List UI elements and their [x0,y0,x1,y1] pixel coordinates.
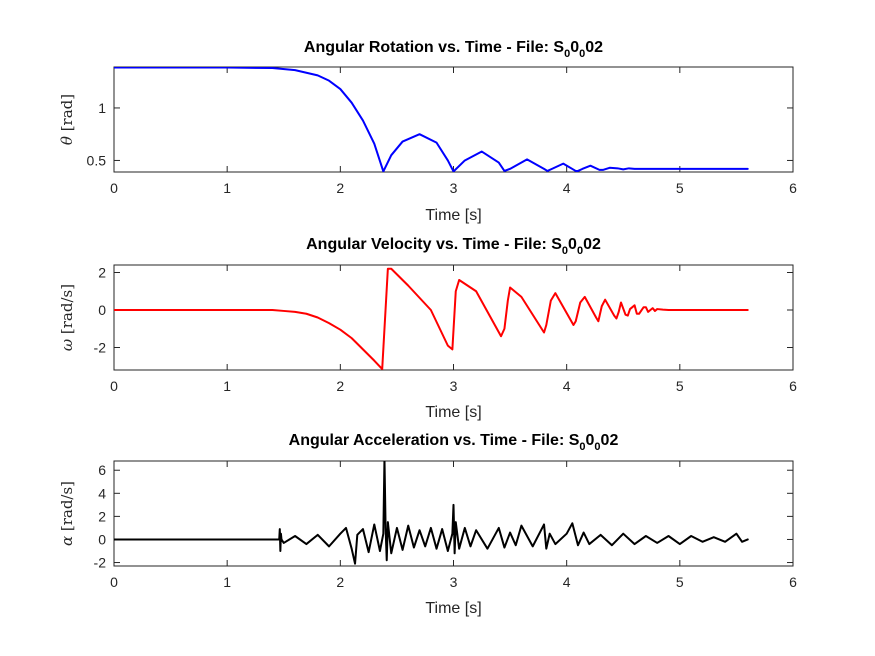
y-axis-label: α [rad/s] [58,481,76,546]
chart-title-part: 0 [594,441,600,453]
y-axis-symbol: θ [58,136,76,145]
chart-title-part: 0 [577,245,583,257]
chart-title-part: 02 [585,39,603,56]
y-axis-symbol: α [58,536,76,546]
x-axis-label: Time [s] [425,404,481,421]
x-tick-label: 3 [450,378,458,394]
x-tick-label: 0 [110,378,118,394]
x-tick-label: 6 [789,180,797,196]
y-tick-label: 2 [98,265,106,281]
x-tick-label: 6 [789,574,797,590]
chart-title: Angular Velocity vs. Time - File: S00002 [306,236,601,257]
chart-title-part: 0 [570,39,579,56]
y-tick-label: -2 [94,555,107,571]
series-line-theta [114,67,749,172]
chart-title-part: 02 [583,236,601,253]
chart-title-part: 0 [562,245,568,257]
chart-title-part: 0 [568,236,577,253]
x-tick-label: 3 [450,574,458,590]
chart-title-part: 0 [586,432,595,449]
chart-title-part: 0 [579,48,585,60]
x-tick-label: 1 [223,180,231,196]
y-axis-unit: [rad/s] [58,284,76,339]
x-tick-label: 5 [676,574,684,590]
y-axis-symbol: ω [58,339,76,351]
y-tick-label: 6 [98,462,106,478]
x-tick-label: 4 [563,378,571,394]
chart-title-part: Angular Acceleration vs. Time - File: S [289,432,580,449]
chart-title-part: Angular Velocity vs. Time - File: S [306,236,562,253]
x-tick-label: 1 [223,574,231,590]
x-tick-label: 3 [450,180,458,196]
x-tick-label: 2 [336,378,344,394]
panel-rotation: 0 1 2 3 4 5 6 0.5 1 Angular Rotation vs. Time - F… [58,39,797,224]
x-axis-label: Time [s] [425,600,481,617]
x-tick-label: 2 [336,574,344,590]
y-axis-unit: [rad] [58,94,76,136]
y-axis-label: θ [rad] [58,94,76,145]
x-tick-label: 4 [563,180,571,196]
chart-title: Angular Acceleration vs. Time - File: S0… [289,432,619,453]
y-tick-label: 2 [98,508,106,524]
y-axis-label: ω [rad/s] [58,284,76,351]
chart-title-part: Angular Rotation vs. Time - File: S [304,39,565,56]
x-tick-label: 5 [676,180,684,196]
y-tick-label: 0 [98,531,106,547]
x-tick-label: 5 [676,378,684,394]
x-tick-label: 2 [336,180,344,196]
series-line-alpha [114,461,749,565]
x-axis-label: Time [s] [425,207,481,224]
x-tick-label: 0 [110,180,118,196]
x-tick-label: 4 [563,574,571,590]
chart-title: Angular Rotation vs. Time - File: S00002 [304,39,603,60]
x-tick-label: 0 [110,574,118,590]
y-tick-label: 4 [98,485,106,501]
y-tick-label: 1 [98,100,106,116]
y-tick-label: 0.5 [87,152,107,168]
chart-title-part: 02 [601,432,619,449]
chart-title-part: 0 [579,441,585,453]
chart-title-part: 0 [564,48,570,60]
x-tick-label: 6 [789,378,797,394]
y-axis-unit: [rad/s] [58,481,76,536]
series-line-omega [114,267,749,370]
x-tick-label: 1 [223,378,231,394]
y-tick-label: 0 [98,302,106,318]
y-tick-label: -2 [94,340,107,356]
